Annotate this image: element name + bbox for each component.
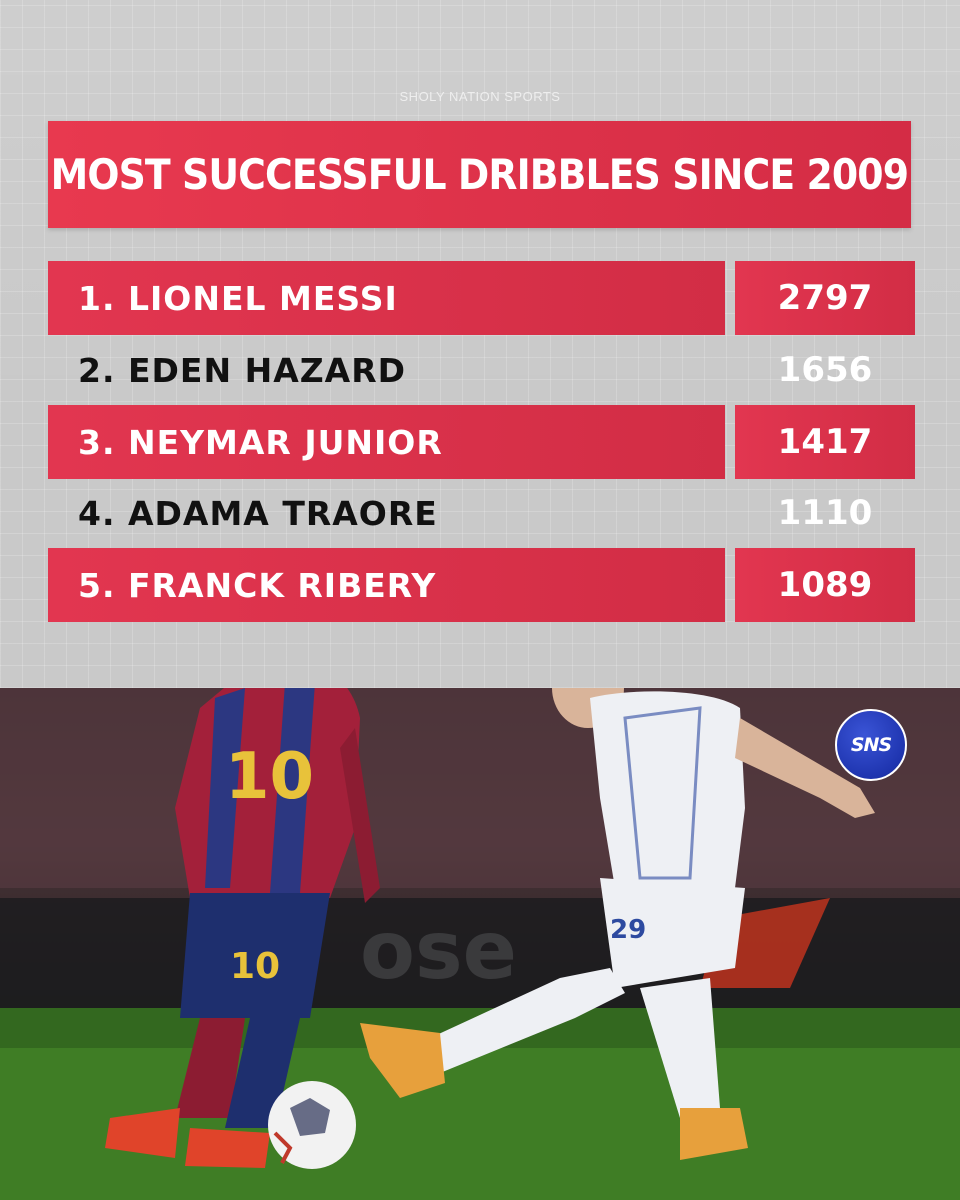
football-pattern	[290, 1098, 330, 1136]
dribble-count: 1110	[777, 493, 873, 533]
sns-logo-text: SNS	[850, 734, 892, 756]
ranking-row: 4. ADAMA TRAORE 1110	[48, 476, 915, 550]
shirt-stripe	[205, 688, 245, 888]
player-boot	[360, 1023, 445, 1098]
player-boot	[185, 1128, 270, 1168]
player-shorts	[600, 878, 745, 988]
player-leg	[640, 978, 720, 1118]
page-title: MOST SUCCESSFUL DRIBBLES SINCE 2009	[50, 150, 909, 199]
dribble-count: 1656	[777, 350, 873, 390]
dribble-count: 2797	[735, 261, 915, 335]
dribble-count: 1417	[735, 405, 915, 479]
player-boot	[680, 1108, 748, 1160]
ranking-row: 3. NEYMAR JUNIOR 1417	[48, 405, 915, 479]
ranking-row: 1. LIONEL MESSI 2797	[48, 261, 915, 335]
player-dynamo: 29	[360, 688, 875, 1160]
shirt-number: 10	[225, 740, 314, 814]
sponsor-text: ose	[360, 904, 517, 997]
player-boot	[105, 1108, 180, 1158]
football-pattern	[273, 1131, 293, 1164]
dribble-count: 1089	[735, 548, 915, 622]
player-arm	[735, 718, 875, 818]
player-name: 4. ADAMA TRAORE	[78, 493, 438, 533]
player-name: 2. EDEN HAZARD	[78, 350, 406, 390]
player-name: 3. NEYMAR JUNIOR	[48, 405, 725, 479]
shirt-stripe	[623, 706, 702, 880]
ranking-row: 2. EDEN HAZARD 1656	[48, 333, 915, 407]
match-photo-illustration: ose 10 10	[0, 688, 960, 1200]
match-photo: ose 10 10	[0, 688, 960, 1200]
ranking-row: 5. FRANCK RIBERY 1089	[48, 548, 915, 622]
title-banner: MOST SUCCESSFUL DRIBBLES SINCE 2009	[48, 121, 911, 228]
player-shirt	[590, 691, 745, 888]
player-leg	[430, 968, 625, 1073]
player-name: 5. FRANCK RIBERY	[48, 548, 725, 622]
shorts-number: 29	[610, 915, 646, 945]
shorts-number: 10	[230, 946, 280, 987]
sns-logo-badge: SNS	[835, 709, 907, 781]
player-shorts	[180, 893, 330, 1018]
player-leg	[175, 1018, 245, 1118]
brand-watermark: SHOLY NATION SPORTS	[399, 89, 561, 104]
player-arm	[340, 728, 380, 903]
shirt-stripe	[270, 688, 315, 893]
infographic-header: SHOLY NATION SPORTS MOST SUCCESSFUL DRIB…	[0, 0, 960, 688]
player-name: 1. LIONEL MESSI	[48, 261, 725, 335]
